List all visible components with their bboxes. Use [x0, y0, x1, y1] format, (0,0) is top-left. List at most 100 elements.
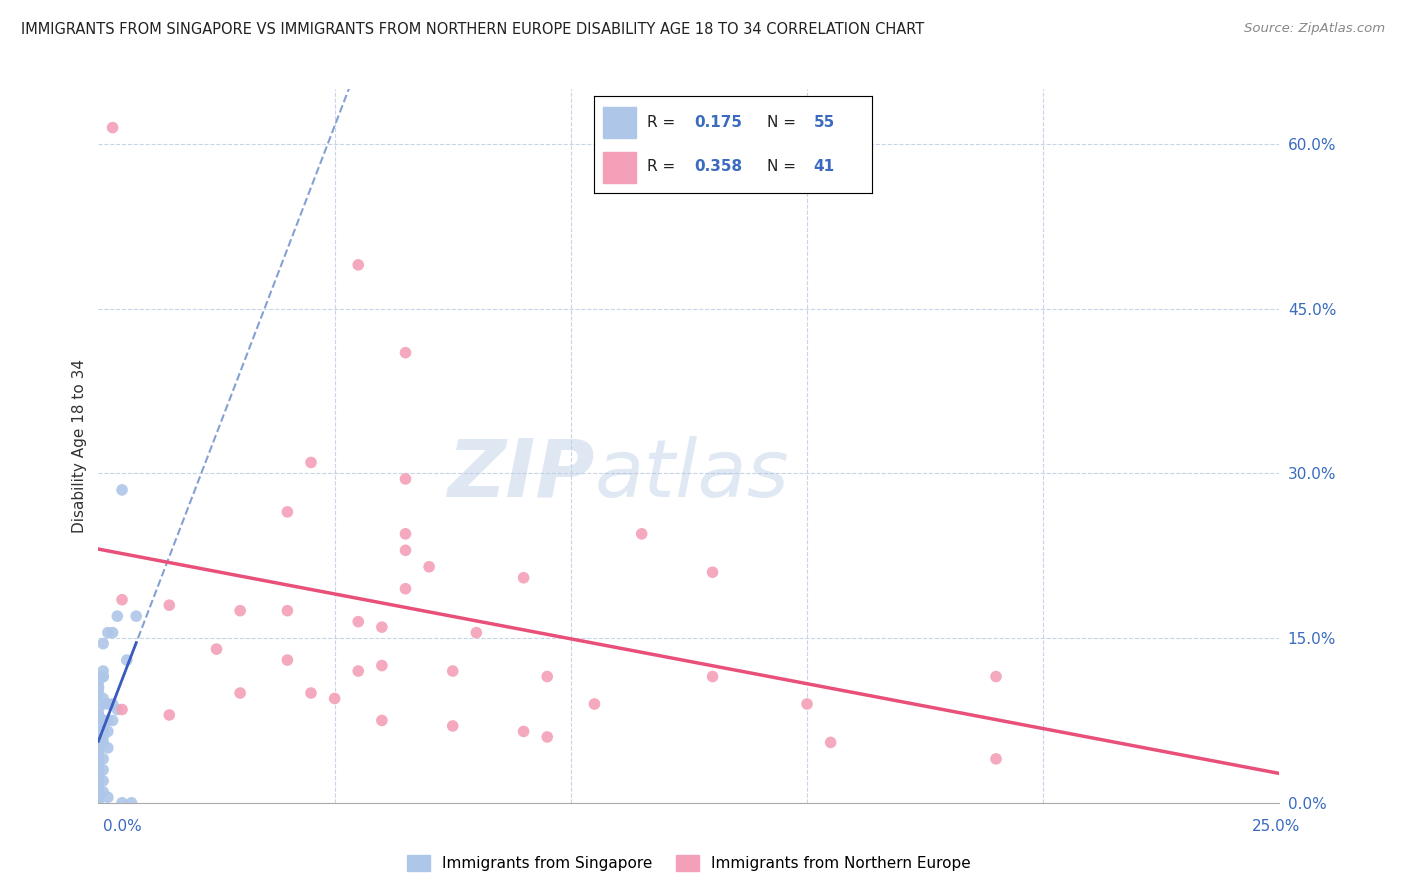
Point	[394, 582, 416, 596]
Point	[91, 724, 114, 739]
Point	[347, 258, 370, 272]
Point	[105, 609, 128, 624]
Point	[91, 664, 114, 678]
Text: IMMIGRANTS FROM SINGAPORE VS IMMIGRANTS FROM NORTHERN EUROPE DISABILITY AGE 18 T: IMMIGRANTS FROM SINGAPORE VS IMMIGRANTS …	[21, 22, 924, 37]
Point	[87, 681, 110, 695]
Point	[347, 615, 370, 629]
Point	[111, 483, 134, 497]
Point	[91, 773, 114, 788]
Point	[702, 669, 724, 683]
Point	[512, 571, 534, 585]
Point	[394, 472, 416, 486]
Point	[91, 785, 114, 799]
Point	[276, 653, 298, 667]
Point	[87, 790, 110, 805]
Point	[418, 559, 440, 574]
Point	[87, 773, 110, 788]
Point	[97, 625, 120, 640]
Point	[87, 724, 110, 739]
Point	[87, 780, 110, 794]
Point	[229, 604, 252, 618]
Point	[512, 724, 534, 739]
Point	[87, 763, 110, 777]
Point	[394, 526, 416, 541]
Point	[465, 625, 488, 640]
Point	[702, 566, 724, 580]
Point	[583, 697, 606, 711]
Point	[276, 505, 298, 519]
Point	[91, 697, 114, 711]
Point	[87, 768, 110, 782]
Point	[125, 609, 148, 624]
Point	[371, 658, 394, 673]
Point	[115, 653, 138, 667]
Text: 25.0%: 25.0%	[1253, 820, 1301, 834]
Point	[87, 686, 110, 700]
Point	[91, 735, 114, 749]
Point	[984, 669, 1007, 683]
Point	[87, 785, 110, 799]
Legend: Immigrants from Singapore, Immigrants from Northern Europe: Immigrants from Singapore, Immigrants fr…	[401, 849, 977, 877]
Point	[87, 747, 110, 761]
Point	[371, 714, 394, 728]
Point	[91, 714, 114, 728]
Point	[299, 686, 322, 700]
Point	[323, 691, 346, 706]
Point	[371, 620, 394, 634]
Point	[441, 664, 464, 678]
Point	[299, 455, 322, 469]
Point	[87, 708, 110, 723]
Text: Source: ZipAtlas.com: Source: ZipAtlas.com	[1244, 22, 1385, 36]
Point	[101, 714, 124, 728]
Point	[87, 719, 110, 733]
Point	[394, 345, 416, 359]
Y-axis label: Disability Age 18 to 34: Disability Age 18 to 34	[72, 359, 87, 533]
Point	[87, 708, 110, 723]
Text: 0.0%: 0.0%	[103, 820, 142, 834]
Point	[630, 526, 652, 541]
Point	[157, 708, 180, 723]
Point	[87, 796, 110, 810]
Point	[87, 752, 110, 766]
Point	[820, 735, 842, 749]
Point	[91, 714, 114, 728]
Point	[205, 642, 228, 657]
Point	[984, 752, 1007, 766]
Point	[105, 702, 128, 716]
Point	[536, 669, 558, 683]
Point	[101, 120, 124, 135]
Point	[91, 730, 114, 744]
Point	[97, 714, 120, 728]
Point	[97, 790, 120, 805]
Point	[111, 796, 134, 810]
Point	[796, 697, 818, 711]
Point	[101, 697, 124, 711]
Point	[87, 757, 110, 772]
Point	[97, 724, 120, 739]
Point	[87, 702, 110, 716]
Point	[87, 735, 110, 749]
Point	[97, 740, 120, 755]
Point	[87, 675, 110, 690]
Point	[97, 697, 120, 711]
Point	[87, 681, 110, 695]
Point	[276, 604, 298, 618]
Point	[101, 625, 124, 640]
Point	[111, 702, 134, 716]
Point	[91, 763, 114, 777]
Point	[394, 543, 416, 558]
Point	[229, 686, 252, 700]
Point	[111, 592, 134, 607]
Point	[157, 598, 180, 612]
Point	[91, 691, 114, 706]
Text: atlas: atlas	[595, 435, 789, 514]
Point	[91, 752, 114, 766]
Point	[441, 719, 464, 733]
Point	[87, 735, 110, 749]
Point	[347, 664, 370, 678]
Point	[91, 637, 114, 651]
Point	[87, 768, 110, 782]
Point	[121, 796, 143, 810]
Text: ZIP: ZIP	[447, 435, 595, 514]
Point	[87, 790, 110, 805]
